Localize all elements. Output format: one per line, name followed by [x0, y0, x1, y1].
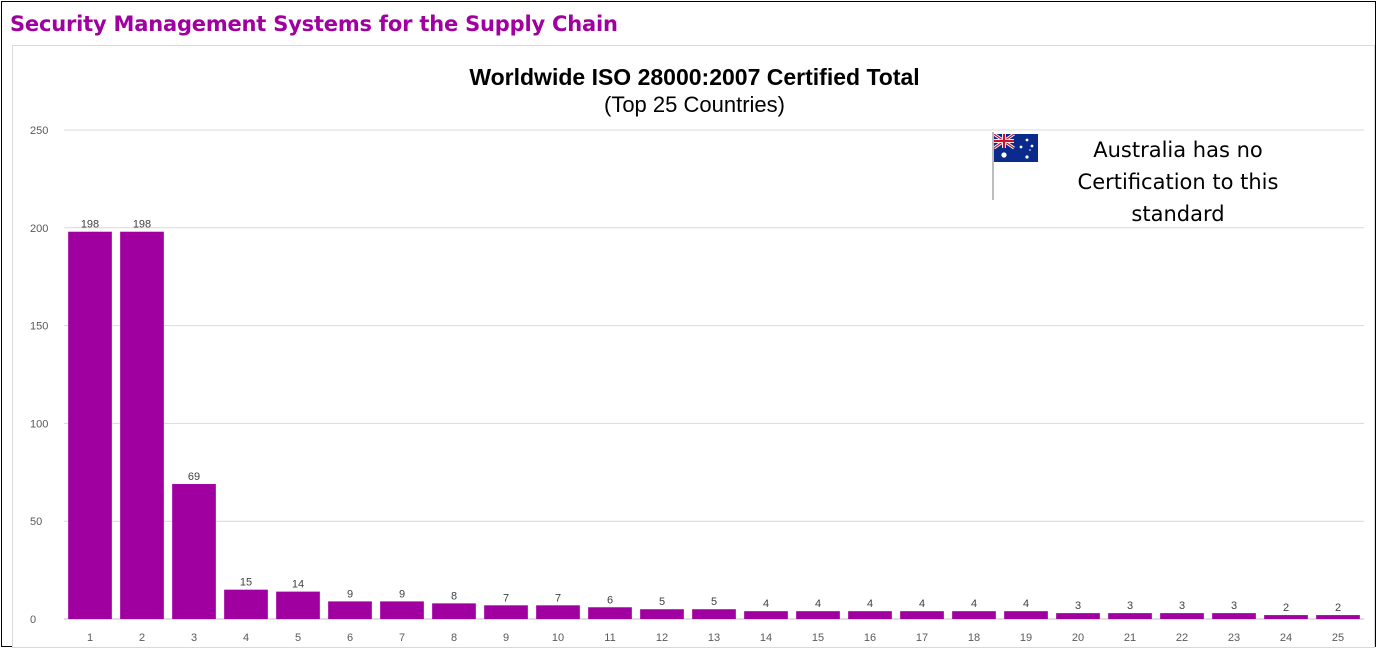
- data-label: 3: [1231, 600, 1237, 612]
- flag-pole: [992, 132, 994, 200]
- bar: [1212, 613, 1256, 619]
- bar: [380, 601, 424, 619]
- data-label: 3: [1179, 600, 1185, 612]
- x-tick-label: 3: [191, 632, 197, 644]
- x-tick-label: 1: [87, 632, 93, 644]
- data-label: 14: [292, 579, 304, 591]
- data-label: 4: [815, 598, 821, 610]
- y-tick-label: 200: [30, 223, 48, 235]
- data-label: 6: [607, 594, 613, 606]
- x-tick-label: 7: [399, 632, 405, 644]
- bar: [1108, 613, 1152, 619]
- data-label: 3: [1127, 600, 1133, 612]
- bar: [484, 605, 528, 619]
- annotation-text: Australia has no Certification to this s…: [1053, 134, 1303, 230]
- bar: [224, 589, 268, 619]
- data-label: 69: [188, 471, 200, 483]
- x-tick-label: 2: [139, 632, 145, 644]
- data-label: 4: [971, 598, 977, 610]
- data-label: 7: [555, 592, 561, 604]
- bar: [1264, 615, 1308, 619]
- data-label: 4: [919, 598, 925, 610]
- annotation-line-3: standard: [1131, 202, 1225, 226]
- x-tick-label: 14: [760, 632, 772, 644]
- bar: [68, 231, 112, 619]
- x-tick-label: 25: [1332, 632, 1344, 644]
- data-label: 7: [503, 592, 509, 604]
- bar: [120, 231, 164, 619]
- x-tick-label: 23: [1228, 632, 1240, 644]
- data-label: 9: [347, 588, 353, 600]
- data-label: 4: [867, 598, 873, 610]
- x-tick-label: 11: [604, 632, 615, 644]
- bar: [276, 591, 320, 619]
- bar: [588, 607, 632, 619]
- x-tick-label: 18: [968, 632, 980, 644]
- x-tick-label: 22: [1176, 632, 1188, 644]
- data-label: 2: [1335, 602, 1341, 614]
- data-label: 198: [81, 219, 99, 231]
- x-tick-label: 16: [864, 632, 876, 644]
- chart-subtitle: (Top 25 Countries): [604, 92, 785, 117]
- bar: [692, 609, 736, 619]
- data-label: 5: [659, 596, 665, 608]
- data-label: 8: [451, 590, 457, 602]
- australian-flag-icon: [994, 134, 1038, 162]
- bar: [900, 611, 944, 619]
- bar-chart: 0501001502002501981198269315414596978879…: [30, 125, 1364, 644]
- annotation-line-2: Certification to this: [1077, 170, 1279, 194]
- bar: [744, 611, 788, 619]
- chart-title: Worldwide ISO 28000:2007 Certified Total: [469, 64, 920, 90]
- y-tick-label: 150: [30, 321, 48, 333]
- data-label: 4: [763, 598, 769, 610]
- x-tick-label: 21: [1124, 632, 1136, 644]
- x-tick-label: 4: [243, 632, 249, 644]
- x-tick-label: 20: [1072, 632, 1084, 644]
- annotation-line-1: Australia has no: [1093, 138, 1263, 162]
- bar: [848, 611, 892, 619]
- x-tick-label: 9: [503, 632, 509, 644]
- bar: [640, 609, 684, 619]
- y-tick-label: 0: [30, 614, 36, 626]
- page-heading: Security Management Systems for the Supp…: [10, 12, 618, 36]
- x-tick-label: 12: [656, 632, 668, 644]
- bar: [1004, 611, 1048, 619]
- x-tick-label: 17: [916, 632, 928, 644]
- y-tick-label: 50: [30, 516, 42, 528]
- y-tick-label: 250: [30, 125, 48, 137]
- data-label: 9: [399, 588, 405, 600]
- bar: [796, 611, 840, 619]
- data-label: 15: [240, 577, 252, 589]
- bar: [952, 611, 996, 619]
- x-tick-label: 5: [295, 632, 301, 644]
- x-tick-label: 10: [552, 632, 564, 644]
- x-tick-label: 8: [451, 632, 457, 644]
- x-tick-label: 19: [1020, 632, 1032, 644]
- bar: [1316, 615, 1360, 619]
- data-label: 2: [1283, 602, 1289, 614]
- data-label: 5: [711, 596, 717, 608]
- bar: [172, 484, 216, 619]
- data-label: 198: [133, 219, 151, 231]
- data-label: 4: [1023, 598, 1029, 610]
- bar: [432, 603, 476, 619]
- bar: [1056, 613, 1100, 619]
- chart-container: Worldwide ISO 28000:2007 Certified Total…: [12, 45, 1375, 648]
- bar: [328, 601, 372, 619]
- x-tick-label: 13: [708, 632, 720, 644]
- bar: [1160, 613, 1204, 619]
- x-tick-label: 24: [1280, 632, 1292, 644]
- x-tick-label: 6: [347, 632, 353, 644]
- bar: [536, 605, 580, 619]
- x-tick-label: 15: [812, 632, 824, 644]
- y-tick-label: 100: [30, 418, 48, 430]
- data-label: 3: [1075, 600, 1081, 612]
